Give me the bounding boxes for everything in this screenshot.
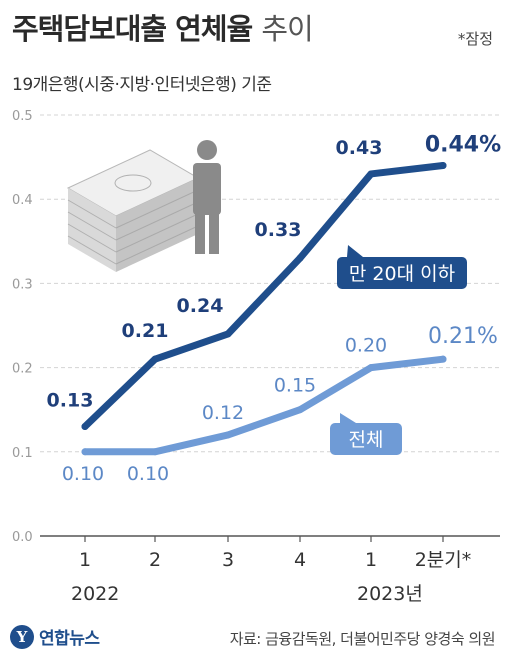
chart-subtitle: 19개은행(시중·지방·인터넷은행) 기준	[12, 75, 272, 95]
chart-title-bold: 주택담보대출 연체율	[12, 12, 253, 46]
data-label: 0.15	[274, 375, 316, 397]
data-point	[367, 364, 375, 372]
legend-badge: 만 20대 이하	[337, 245, 467, 289]
data-points	[81, 162, 447, 456]
data-point	[224, 431, 232, 439]
illustration	[66, 140, 221, 272]
source-note: 자료: 금융감독원, 더불어민주당 양경숙 의원	[229, 630, 496, 648]
y-axis: 0.0 0.1 0.2 0.3 0.4 0.5	[12, 109, 33, 545]
data-point	[367, 170, 375, 178]
series-lines	[81, 162, 447, 456]
data-point	[81, 423, 89, 431]
legend-label: 전체	[349, 429, 384, 451]
legend-badge: 전체	[330, 413, 402, 455]
x-tick-label: 1	[365, 549, 377, 571]
y-tick-label: 0.1	[12, 446, 33, 461]
series-line	[81, 162, 447, 431]
x-tick-label: 2분기*	[415, 549, 472, 571]
y-tick-label: 0.0	[12, 530, 33, 545]
data-label: 0.20	[345, 335, 387, 357]
legend-label: 만 20대 이하	[349, 263, 455, 285]
provisional-note: *잠정	[457, 30, 493, 48]
data-label: 0.10	[62, 463, 104, 485]
chart-title-light: 추이	[261, 12, 313, 46]
data-label: 0.24	[177, 295, 224, 317]
data-point	[439, 162, 447, 170]
x-year-label: 2023년	[357, 583, 423, 605]
data-label: 0.33	[255, 219, 302, 241]
series-line	[81, 355, 447, 456]
x-axis: 1 2 3 4 1 2분기* 2022 2023년	[71, 536, 471, 605]
chart-title: 주택담보대출 연체율 추이	[12, 6, 314, 48]
yonhap-logo: Y 연합뉴스	[10, 624, 100, 649]
data-label: 0.12	[202, 402, 244, 424]
data-point	[439, 355, 447, 363]
x-tick-label: 1	[79, 549, 91, 571]
line-chart: 0.00.10.20.30.40.5 0.130.210.240.330.43 0…	[12, 109, 502, 605]
y-tick-label: 0.4	[12, 193, 33, 208]
data-point	[151, 355, 159, 363]
data-point	[151, 448, 159, 456]
y-tick-label: 0.5	[12, 109, 33, 124]
yonhap-logo-icon: Y	[10, 624, 34, 649]
x-tick-label: 4	[294, 549, 306, 571]
person-icon	[193, 140, 221, 254]
data-point	[296, 254, 304, 262]
x-tick-label: 3	[222, 549, 234, 571]
x-tick-label: 2	[149, 549, 161, 571]
logo-text: 연합뉴스	[39, 629, 100, 649]
data-label: 0.13	[47, 390, 94, 412]
data-point	[81, 448, 89, 456]
data-point	[296, 406, 304, 414]
data-label: 0.10	[127, 463, 169, 485]
y-tick-label: 0.3	[12, 277, 33, 292]
data-label: 0.44%	[425, 133, 501, 158]
data-point	[224, 330, 232, 338]
grid-lines	[40, 114, 500, 537]
money-stack-icon	[66, 149, 200, 272]
data-label: 0.21	[122, 320, 169, 342]
data-labels: 0.13 0.21 0.24 0.33 0.43 0.44% 0.10 0.10 0.12 0.1…	[47, 133, 502, 485]
y-tick-label: 0.2	[12, 362, 33, 377]
footer: Y 연합뉴스 자료: 금융감독원, 더불어민주당 양경숙 의원	[0, 612, 511, 662]
data-label: 0.43	[336, 137, 383, 159]
x-year-label: 2022	[71, 583, 119, 605]
data-label: 0.21%	[428, 324, 498, 349]
